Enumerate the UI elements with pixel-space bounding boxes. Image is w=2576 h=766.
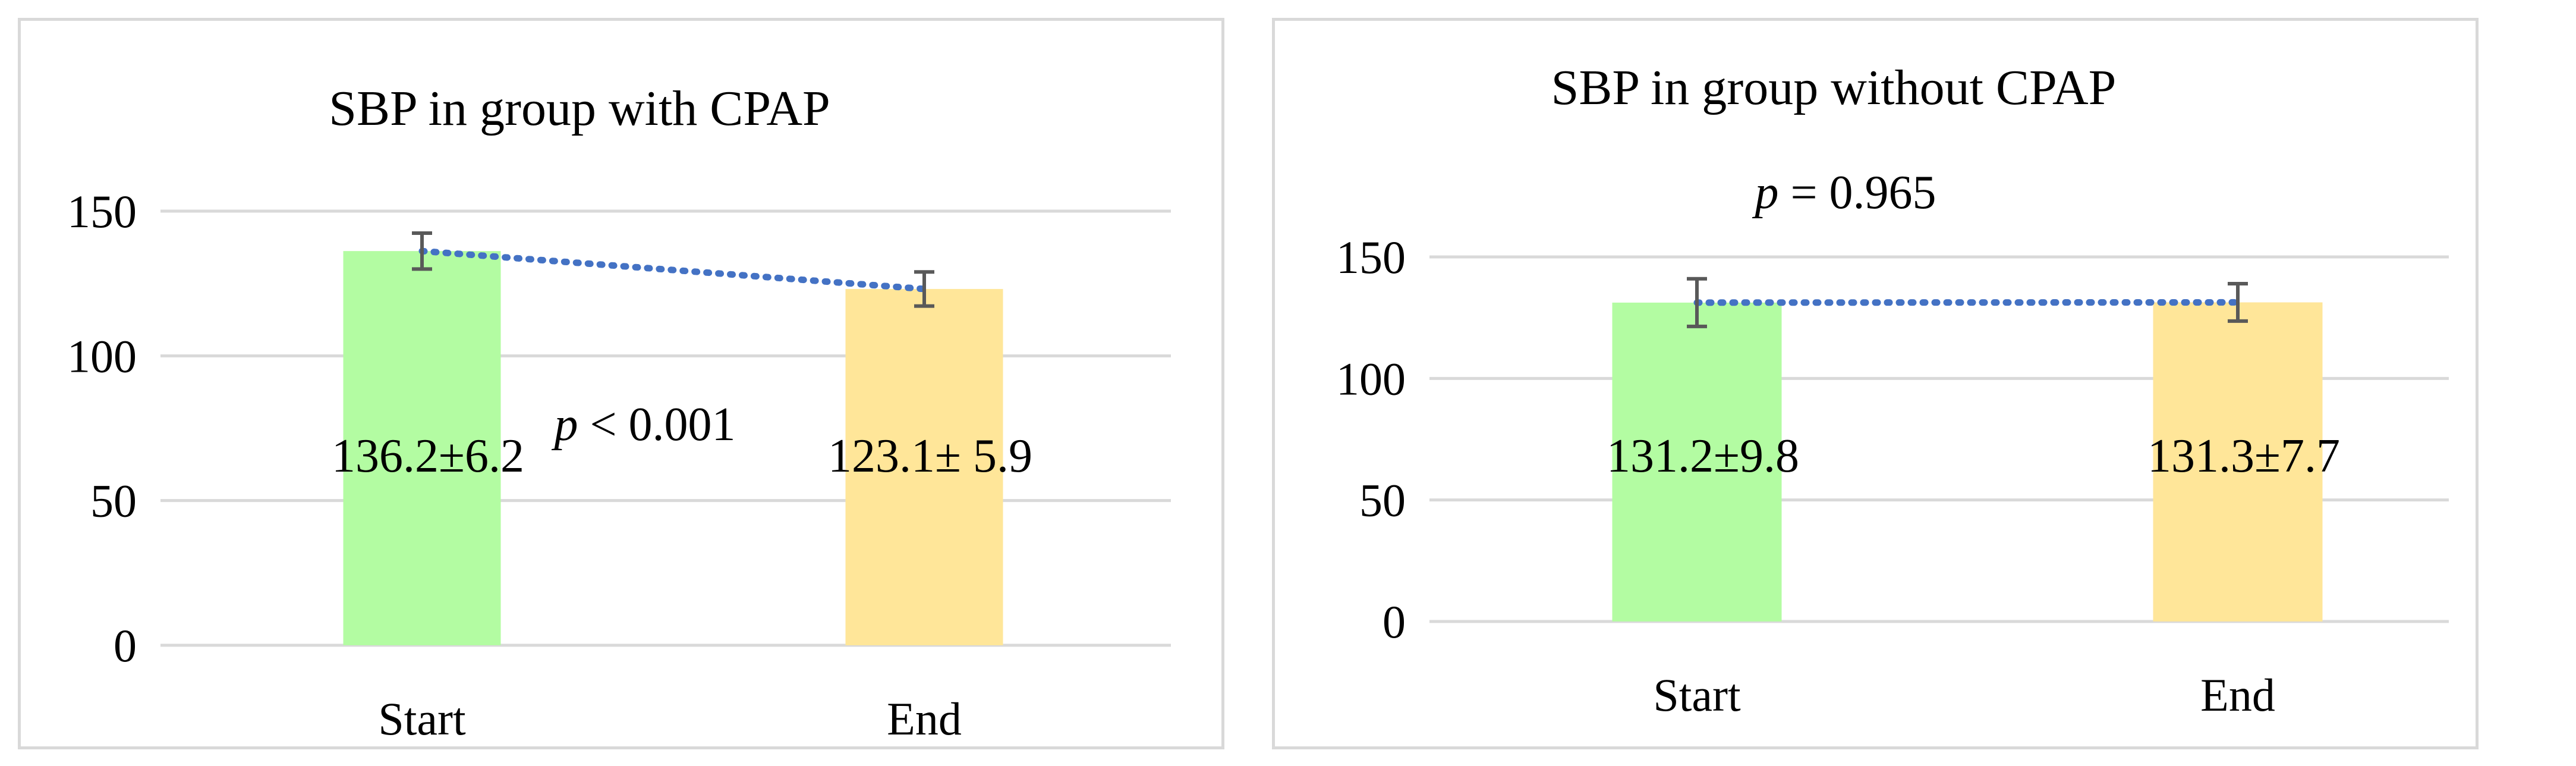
y-tick-label: 150 [1336,231,1406,283]
bar-end [845,288,1003,645]
data-label-end: 123.1± 5.9 [828,430,1032,482]
error-bar-start [412,231,432,271]
error-bar-end [2228,281,2248,323]
chart-title: SBP in group with CPAP [329,81,830,136]
bar-start [1612,302,1782,621]
bar-start [343,251,501,645]
error-bar-end [914,270,934,308]
bar-chart-cpap: SBP in group with CPAP p < 0.001 0 50 100 1… [67,81,1171,745]
chart-panel-no-cpap: SBP in group without CPAP p = 0.965 0 50 1… [1272,18,2479,749]
x-category-label: End [887,693,962,745]
y-tick-label: 0 [114,620,137,671]
x-category-label: Start [1653,669,1741,721]
bar-end [2153,302,2323,621]
data-label-end: 131.3±7.7 [2147,430,2340,482]
x-category-label: Start [378,693,466,745]
y-tick-label: 100 [67,330,137,382]
bar-chart-no-cpap: SBP in group without CPAP p = 0.965 0 50 1… [1336,60,2449,721]
p-value-annotation: p < 0.001 [551,398,735,451]
y-tick-label: 100 [1336,353,1406,404]
error-bar-start [1687,277,1707,328]
y-tick-label: 150 [67,186,137,237]
y-tick-label: 50 [90,475,137,527]
chart-panel-cpap: SBP in group with CPAP p < 0.001 0 50 100 1… [18,18,1224,749]
p-value-annotation: p = 0.965 [1752,167,1936,219]
data-label-start: 131.2±9.8 [1607,430,1799,482]
trend-line [418,247,928,293]
chart-title: SBP in group without CPAP [1551,60,2117,115]
x-category-label: End [2200,669,2275,721]
data-label-start: 136.2±6.2 [332,430,524,482]
y-tick-label: 50 [1359,475,1406,526]
y-tick-label: 0 [1383,596,1406,648]
